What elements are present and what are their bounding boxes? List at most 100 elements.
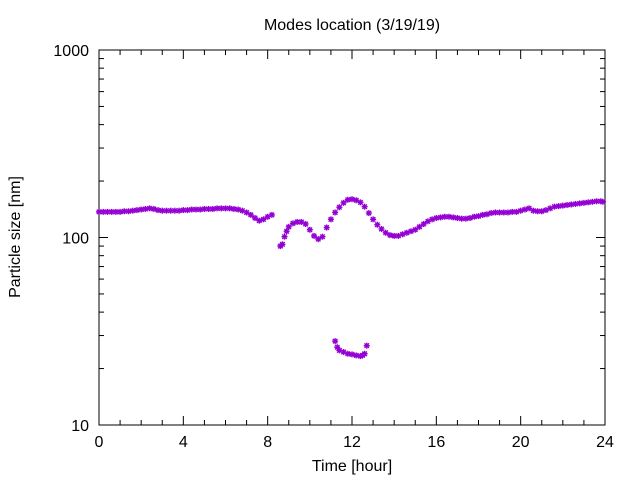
marker-stroke bbox=[416, 224, 423, 230]
data-point bbox=[357, 199, 364, 206]
marker-stroke bbox=[294, 219, 300, 225]
marker-stroke bbox=[340, 349, 347, 355]
marker-stroke bbox=[235, 206, 241, 213]
marker-stroke bbox=[509, 209, 515, 215]
marker-stroke bbox=[560, 202, 566, 209]
marker-stroke bbox=[568, 201, 575, 208]
marker-stroke bbox=[442, 214, 448, 220]
marker-stroke bbox=[100, 209, 106, 215]
y-tick-labels: 10 100 1000 bbox=[53, 43, 89, 435]
x-tick-labels: 0 4 8 12 16 20 24 bbox=[95, 434, 614, 451]
marker-stroke bbox=[353, 352, 359, 359]
y-tick-label: 10 bbox=[71, 418, 89, 435]
marker-stroke bbox=[248, 212, 254, 218]
y-axis-title: Particle size [nm] bbox=[7, 176, 24, 298]
marker-stroke bbox=[193, 206, 199, 213]
data-point bbox=[283, 228, 290, 235]
marker-stroke bbox=[205, 206, 212, 212]
marker-stroke bbox=[167, 207, 174, 214]
marker-stroke bbox=[336, 204, 343, 210]
marker-stroke bbox=[214, 205, 220, 212]
marker-stroke bbox=[231, 206, 237, 212]
marker-stroke bbox=[134, 207, 140, 213]
marker-stroke bbox=[117, 209, 123, 215]
marker-stroke bbox=[387, 232, 393, 238]
marker-stroke bbox=[129, 207, 136, 214]
data-point bbox=[462, 215, 469, 222]
marker-stroke bbox=[374, 221, 381, 228]
data-point bbox=[311, 232, 318, 239]
marker-stroke bbox=[226, 205, 233, 212]
data-point bbox=[315, 236, 322, 243]
marker-stroke bbox=[555, 203, 562, 209]
data-point bbox=[526, 205, 533, 212]
marker-stroke bbox=[328, 216, 334, 223]
marker-stroke bbox=[281, 233, 288, 240]
data-point bbox=[176, 207, 183, 214]
data-point bbox=[319, 233, 326, 240]
marker-stroke bbox=[125, 208, 132, 215]
marker-stroke bbox=[357, 199, 364, 206]
data-point bbox=[349, 196, 355, 203]
marker-stroke bbox=[349, 196, 355, 202]
data-point bbox=[129, 207, 136, 214]
marker-stroke bbox=[239, 207, 246, 214]
marker-stroke bbox=[151, 206, 157, 212]
marker-stroke bbox=[163, 207, 170, 214]
data-point bbox=[585, 199, 592, 206]
marker-stroke bbox=[146, 205, 153, 212]
data-point bbox=[252, 215, 259, 222]
marker-stroke bbox=[505, 209, 511, 216]
marker-stroke bbox=[446, 214, 452, 220]
marker-stroke bbox=[104, 209, 111, 215]
marker-stroke bbox=[201, 206, 208, 212]
marker-stroke bbox=[378, 226, 385, 232]
marker-stroke bbox=[334, 344, 340, 350]
data-point bbox=[323, 224, 330, 231]
data-point bbox=[365, 210, 372, 217]
data-point bbox=[492, 209, 499, 216]
marker-stroke bbox=[176, 207, 182, 214]
marker-stroke bbox=[551, 203, 558, 210]
data-point bbox=[243, 209, 250, 216]
marker-stroke bbox=[479, 212, 486, 218]
data-point bbox=[479, 211, 486, 218]
data-point bbox=[167, 207, 174, 214]
marker-stroke bbox=[172, 207, 178, 214]
data-point bbox=[336, 204, 343, 211]
marker-stroke bbox=[189, 206, 195, 213]
data-point bbox=[197, 206, 204, 213]
marker-stroke bbox=[471, 214, 478, 220]
marker-stroke bbox=[311, 233, 317, 239]
marker-stroke bbox=[488, 210, 494, 216]
marker-stroke bbox=[96, 209, 102, 215]
marker-stroke bbox=[454, 215, 461, 221]
data-point bbox=[374, 221, 381, 228]
x-tick-label: 12 bbox=[343, 434, 361, 451]
marker-stroke bbox=[572, 201, 579, 207]
x-tick-label: 8 bbox=[263, 434, 272, 451]
data-point bbox=[589, 198, 596, 205]
marker-stroke bbox=[496, 209, 503, 216]
data-point bbox=[344, 350, 351, 357]
marker-stroke bbox=[589, 199, 596, 205]
data-points bbox=[96, 196, 606, 360]
chart-title: Modes location (3/19/19) bbox=[264, 17, 440, 34]
marker-stroke bbox=[345, 196, 351, 203]
marker-stroke bbox=[243, 209, 250, 216]
y-tick-label: 100 bbox=[62, 231, 89, 248]
data-point bbox=[471, 213, 478, 220]
marker-stroke bbox=[298, 219, 305, 225]
data-point bbox=[340, 199, 347, 206]
marker-stroke bbox=[585, 199, 591, 206]
marker-stroke bbox=[458, 215, 465, 222]
data-point bbox=[150, 205, 157, 212]
data-point bbox=[599, 198, 606, 205]
marker-stroke bbox=[433, 215, 440, 221]
data-point bbox=[344, 196, 351, 203]
data-point bbox=[247, 211, 254, 218]
data-point bbox=[226, 205, 233, 212]
x-tick-label: 0 bbox=[95, 434, 104, 451]
marker-stroke bbox=[370, 216, 376, 223]
